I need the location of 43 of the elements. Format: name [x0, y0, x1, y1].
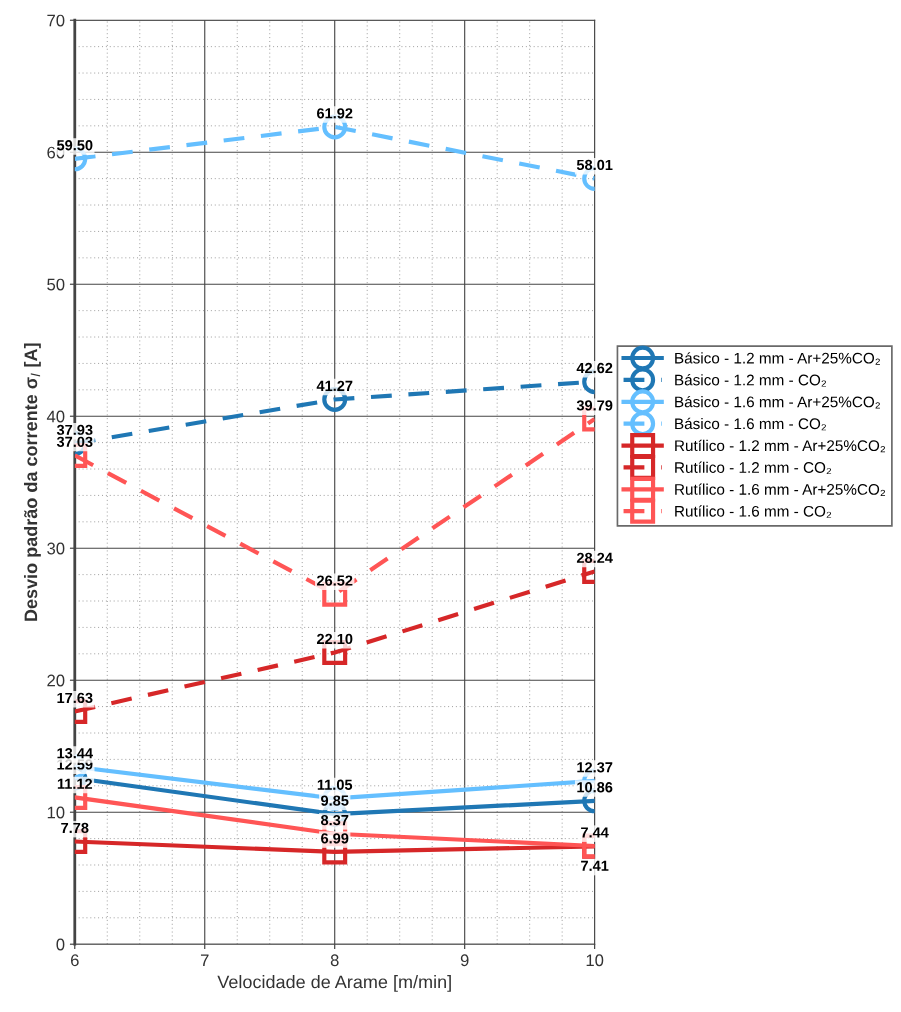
data-label: 7.41: [581, 860, 609, 871]
y-tick-label: 20: [47, 674, 65, 687]
legend-label: Rutílico - 1.6 mm - Ar+25%CO₂: [675, 483, 886, 496]
data-label: 12.37: [577, 762, 613, 773]
y-tick-label: 50: [47, 278, 65, 291]
legend-label: Rutílico - 1.2 mm - Ar+25%CO₂: [675, 439, 886, 453]
y-tick-label: 40: [46, 410, 65, 423]
data-label: 11.05: [317, 779, 353, 790]
data-label: 61.92: [317, 108, 353, 119]
legend-label: Básico - 1.6 mm - Ar+25%CO₂: [675, 395, 880, 409]
x-tick-label: 10: [586, 954, 604, 967]
data-label: 39.79: [576, 400, 613, 411]
x-tick-label: 6: [71, 954, 79, 967]
legend-label: Básico - 1.2 mm - CO₂: [675, 374, 826, 387]
legend-label: Básico - 1.6 mm - CO₂: [675, 417, 826, 431]
x-tick-label: 9: [460, 954, 469, 967]
data-label: 6.99: [321, 833, 349, 844]
y-tick-label: 70: [47, 14, 65, 27]
data-label: 12.59: [57, 759, 93, 770]
data-label: 26.52: [316, 575, 353, 586]
legend-label: Rutílico - 1.2 mm - CO₂: [675, 461, 832, 475]
data-label: 58.01: [576, 159, 613, 171]
x-tick-label: 8: [330, 954, 339, 967]
data-label: 10.86: [577, 782, 613, 793]
data-label: 42.62: [576, 362, 613, 374]
data-label: 9.85: [321, 795, 349, 806]
data-label: 28.24: [576, 552, 613, 564]
data-label: 41.27: [316, 380, 353, 391]
y-tick-label: 30: [47, 542, 65, 555]
y-tick-label: 10: [47, 806, 65, 819]
x-tick-label: 7: [200, 954, 209, 966]
y-tick-label: 0: [56, 938, 65, 951]
data-label: 7.78: [61, 822, 89, 834]
legend-label: Básico - 1.2 mm - Ar+25%CO₂: [675, 352, 880, 365]
data-label: 11.12: [57, 778, 93, 789]
data-label: 22.10: [316, 633, 353, 645]
data-label: 8.37: [320, 814, 349, 826]
data-label: 13.44: [57, 748, 93, 759]
data-label: 7.44: [581, 827, 609, 838]
legend-label: Rutílico - 1.6 mm - CO₂: [675, 505, 832, 518]
data-label: 17.63: [57, 692, 93, 704]
x-axis-title: Velocidade de Arame [m/min]: [217, 975, 451, 992]
y-axis-title: Desvio padrão da corrente σ$_{I}$ [A]: [24, 343, 41, 621]
